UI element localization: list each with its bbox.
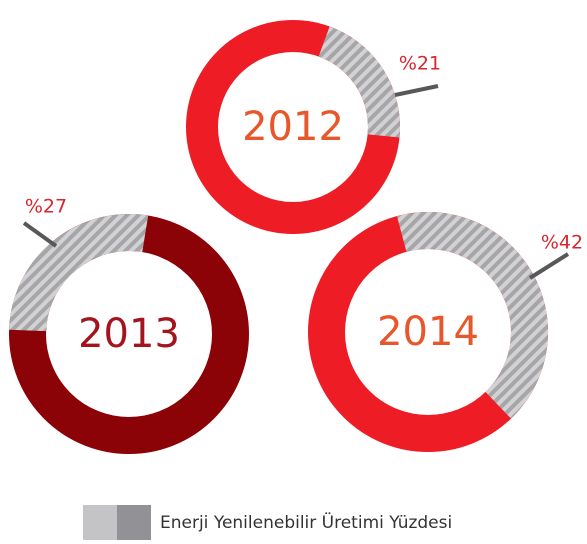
value-label: %27 bbox=[25, 196, 67, 218]
legend-swatch bbox=[83, 505, 117, 540]
leader-line bbox=[394, 84, 439, 97]
value-label: %21 bbox=[399, 53, 441, 75]
donut-segment bbox=[396, 212, 549, 419]
legend-label: Enerji Yenilenebilir Üretimi Yüzdesi bbox=[160, 511, 452, 533]
leader-line bbox=[22, 221, 58, 248]
year-label: 2013 bbox=[78, 311, 180, 357]
donut-segment bbox=[318, 26, 400, 138]
year-label: 2014 bbox=[377, 309, 479, 355]
leader-line bbox=[528, 252, 570, 280]
donut-segment bbox=[9, 214, 149, 332]
legend-swatch bbox=[117, 505, 151, 540]
year-label: 2012 bbox=[242, 104, 344, 150]
value-label: %42 bbox=[541, 232, 583, 254]
